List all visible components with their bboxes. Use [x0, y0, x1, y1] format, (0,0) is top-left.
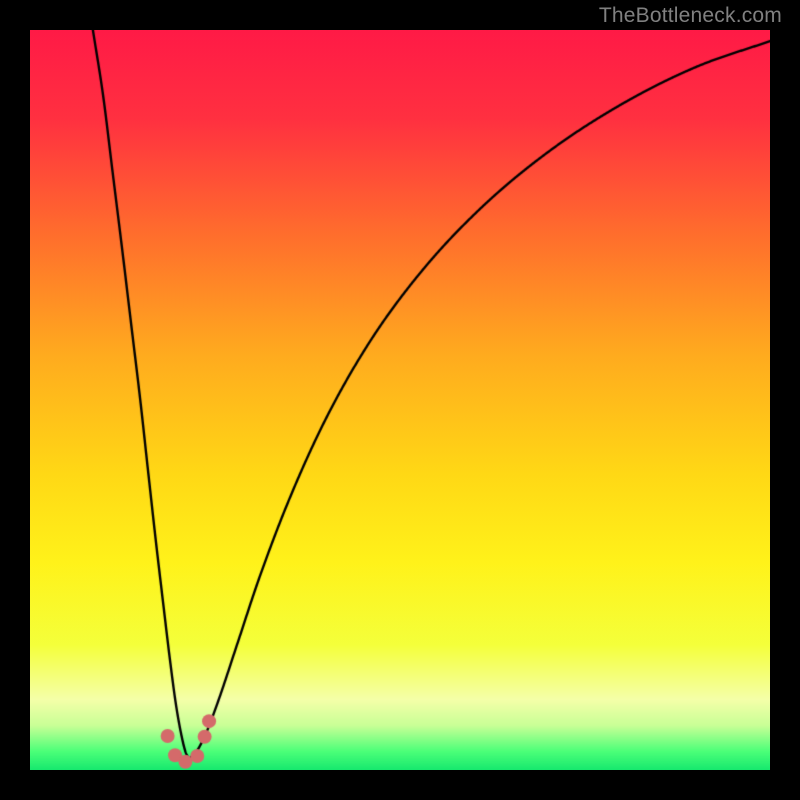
chart-container: TheBottleneck.com [0, 0, 800, 800]
bottleneck-curve-chart [30, 30, 770, 770]
watermark-text: TheBottleneck.com [599, 4, 782, 28]
